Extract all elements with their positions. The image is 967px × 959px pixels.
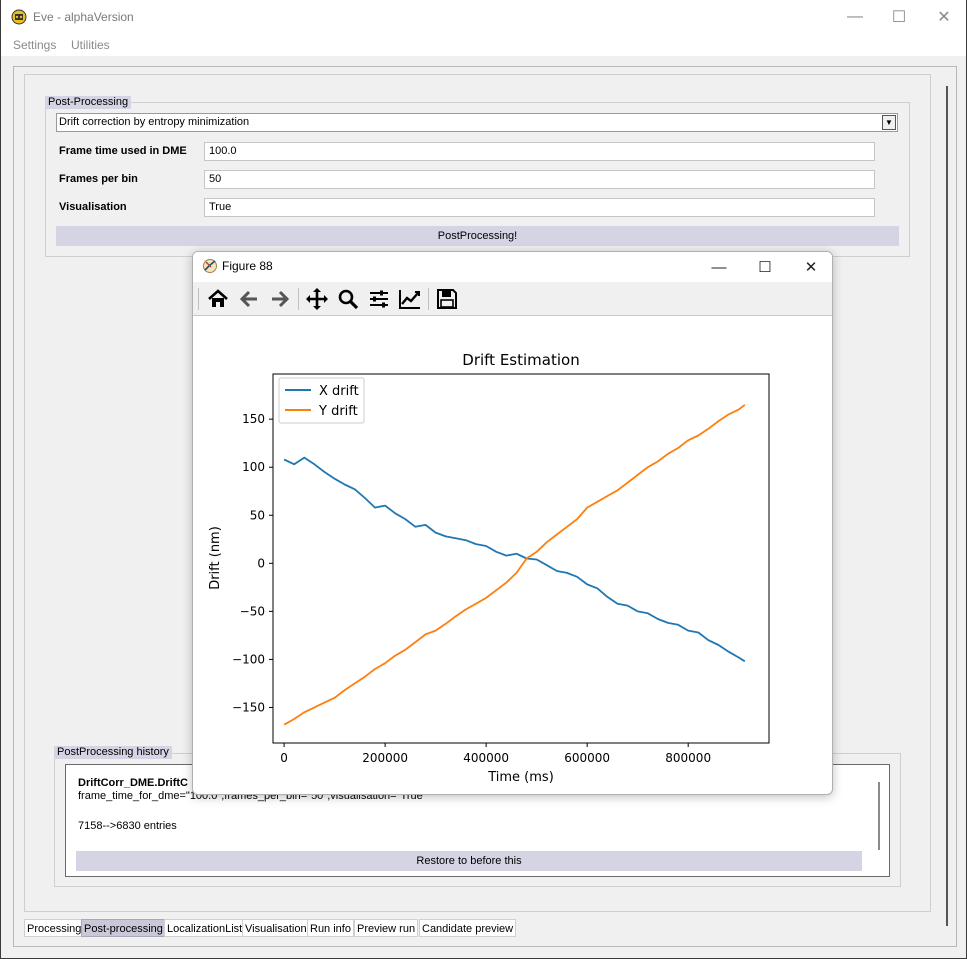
matplotlib-icon: [203, 259, 217, 273]
scrollbar[interactable]: [946, 86, 948, 926]
y-tick-label: −150: [232, 700, 265, 714]
toolbar-separator: [298, 288, 299, 310]
frame-time-input[interactable]: 100.0: [204, 142, 875, 161]
y-tick-label: −100: [232, 652, 265, 666]
legend: X drift Y drift: [278, 377, 365, 424]
edit-axis-icon[interactable]: [397, 287, 423, 311]
y-tick-label: 0: [257, 556, 265, 570]
figure-close-button[interactable]: ✕: [804, 259, 818, 276]
x-tick-label: 200000: [362, 751, 408, 765]
figure-window[interactable]: Figure 88 — ☐ ✕: [192, 251, 833, 795]
x-tick-label: 400000: [463, 751, 509, 765]
history-entry-result: 7158-->6830 entries: [78, 820, 177, 832]
menu-settings[interactable]: Settings: [13, 38, 57, 52]
visualisation-label: Visualisation: [59, 201, 127, 213]
toolbar-grip: [198, 288, 199, 310]
minimize-button[interactable]: —: [847, 8, 863, 25]
save-icon[interactable]: [434, 287, 460, 311]
tab-candidate-preview[interactable]: Candidate preview: [419, 919, 517, 937]
visualisation-input[interactable]: True: [204, 198, 875, 217]
configure-subplots-icon[interactable]: [366, 287, 392, 311]
figure-title-bar[interactable]: Figure 88 — ☐ ✕: [193, 252, 832, 282]
post-processing-group-title: Post-Processing: [45, 96, 132, 109]
home-icon[interactable]: [205, 287, 231, 311]
y-tick-label: 100: [242, 460, 265, 474]
x-tick-label: 0: [280, 751, 288, 765]
pan-icon[interactable]: [304, 287, 330, 311]
app-icon: [11, 9, 27, 25]
frames-per-bin-input[interactable]: 50: [204, 170, 875, 189]
window-title: Eve - alphaVersion: [33, 10, 134, 24]
drift-estimation-chart[interactable]: Drift Estimation 0 200000 400000 600000 8000…: [193, 316, 833, 795]
tab-content-frame: [24, 74, 931, 912]
x-drift-line: [283, 456, 746, 663]
legend-label-y-drift: Y drift: [318, 404, 358, 419]
frames-per-bin-label: Frames per bin: [59, 173, 138, 185]
menu-bar: Settings Utilities: [1, 34, 966, 56]
x-tick-label: 800000: [665, 751, 711, 765]
toolbar-separator: [428, 288, 429, 310]
tab-localization-list[interactable]: LocalizationList: [164, 919, 246, 937]
x-axis-label: Time (ms): [487, 770, 554, 785]
x-tick-label: 600000: [564, 751, 610, 765]
menu-utilities[interactable]: Utilities: [71, 38, 110, 52]
method-select[interactable]: Drift correction by entropy minimization…: [56, 113, 898, 132]
y-tick-label: −50: [240, 604, 265, 618]
figure-title: Figure 88: [222, 259, 273, 273]
figure-toolbar: [193, 282, 832, 316]
frame-time-label: Frame time used in DME: [59, 145, 187, 157]
title-bar: Eve - alphaVersion — ☐ ✕: [1, 0, 966, 34]
maximize-button[interactable]: ☐: [891, 9, 907, 26]
back-arrow-icon[interactable]: [236, 287, 262, 311]
zoom-icon[interactable]: [335, 287, 361, 311]
chevron-down-icon[interactable]: ▼: [882, 115, 896, 130]
y-axis-label: Drift (nm): [208, 526, 223, 590]
plot-area: [272, 373, 770, 744]
close-button[interactable]: ✕: [937, 9, 951, 26]
y-tick-label: 150: [242, 412, 265, 426]
forward-arrow-icon[interactable]: [267, 287, 293, 311]
figure-maximize-button[interactable]: ☐: [758, 259, 772, 276]
y-tick-label: 50: [250, 508, 265, 522]
history-scrollbar[interactable]: [878, 782, 880, 850]
history-group-title: PostProcessing history: [54, 746, 172, 759]
tab-visualisation[interactable]: Visualisation: [242, 919, 310, 937]
legend-label-x-drift: X drift: [319, 384, 359, 399]
figure-minimize-button[interactable]: —: [711, 258, 727, 276]
method-select-value: Drift correction by entropy minimization: [59, 116, 250, 128]
history-entry-title: DriftCorr_DME.DriftC: [78, 777, 188, 789]
tab-run-info[interactable]: Run info: [307, 919, 354, 937]
tab-processing[interactable]: Processing: [24, 919, 85, 937]
restore-button[interactable]: Restore to before this: [76, 851, 862, 871]
tab-preview-run[interactable]: Preview run: [354, 919, 419, 937]
chart-title: Drift Estimation: [462, 351, 579, 369]
y-drift-line: [283, 404, 746, 726]
tab-post-processing[interactable]: Post-processing: [81, 919, 166, 937]
postprocessing-button[interactable]: PostProcessing!: [56, 226, 899, 246]
